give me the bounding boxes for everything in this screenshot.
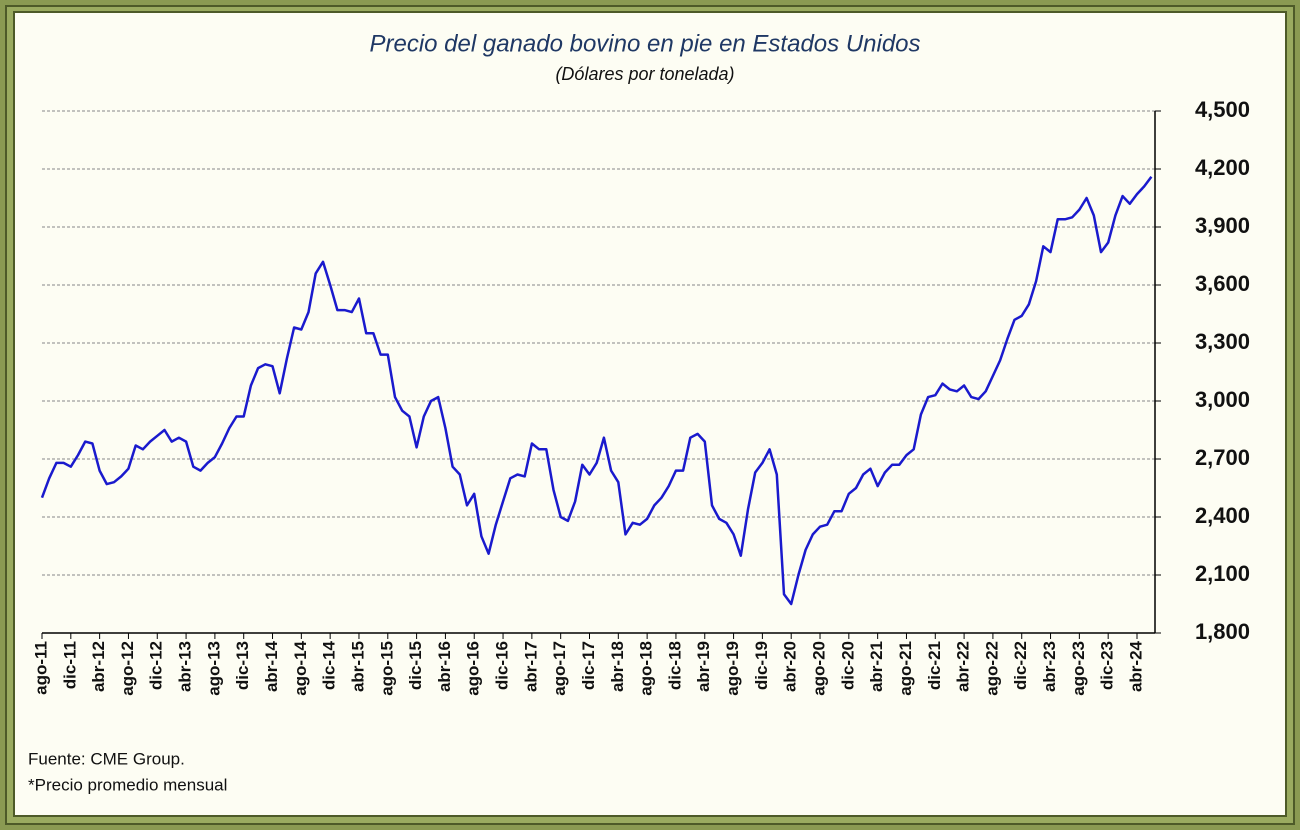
x-tick-label: abr-12 (89, 641, 108, 692)
x-tick-label: abr-14 (262, 640, 281, 692)
x-tick-label: abr-20 (781, 641, 800, 692)
x-tick-label: abr-16 (435, 641, 454, 692)
x-tick-label: ago-14 (291, 640, 310, 695)
x-tick-label: dic-22 (1011, 641, 1030, 690)
source: Fuente: CME Group. (28, 749, 185, 768)
x-tick-label: abr-15 (348, 641, 367, 692)
x-tick-label: abr-21 (867, 641, 886, 692)
x-tick-label: abr-24 (1126, 640, 1145, 692)
background (13, 11, 1287, 817)
note: *Precio promedio mensual (28, 775, 227, 794)
x-tick-label: ago-22 (982, 641, 1001, 696)
x-tick-label: abr-13 (176, 641, 195, 692)
y-tick-label: 3,300 (1195, 329, 1250, 354)
x-tick-label: ago-18 (637, 641, 656, 696)
y-tick-label: 3,900 (1195, 213, 1250, 238)
x-tick-label: abr-19 (694, 641, 713, 692)
y-tick-label: 1,800 (1195, 619, 1250, 644)
x-tick-label: ago-11 (31, 641, 50, 695)
x-tick-label: ago-12 (118, 641, 137, 696)
x-tick-label: abr-18 (608, 641, 627, 692)
x-tick-label: ago-16 (464, 641, 483, 696)
y-tick-label: 2,100 (1195, 561, 1250, 586)
x-tick-label: dic-17 (579, 641, 598, 690)
x-tick-label: dic-13 (233, 641, 252, 690)
x-tick-label: ago-21 (896, 641, 915, 696)
y-tick-label: 3,000 (1195, 387, 1250, 412)
x-tick-label: dic-18 (665, 641, 684, 690)
x-tick-label: ago-13 (204, 641, 223, 696)
y-tick-label: 4,500 (1195, 97, 1250, 122)
x-tick-label: abr-22 (954, 641, 973, 692)
y-tick-label: 3,600 (1195, 271, 1250, 296)
x-tick-label: dic-16 (493, 641, 512, 690)
chart-title: Precio del ganado bovino en pie en Estad… (369, 30, 920, 57)
x-tick-label: abr-23 (1040, 641, 1059, 692)
x-tick-label: dic-14 (320, 640, 339, 690)
x-tick-label: dic-11 (60, 641, 79, 689)
x-tick-label: abr-17 (521, 641, 540, 692)
chart-subtitle: (Dólares por tonelada) (555, 64, 734, 84)
y-tick-label: 2,400 (1195, 503, 1250, 528)
x-tick-label: ago-23 (1069, 641, 1088, 696)
x-tick-label: ago-19 (723, 641, 742, 696)
x-tick-label: ago-17 (550, 641, 569, 696)
y-tick-label: 4,200 (1195, 155, 1250, 180)
x-tick-label: dic-20 (838, 641, 857, 690)
x-tick-label: dic-21 (925, 641, 944, 690)
x-tick-label: ago-15 (377, 641, 396, 696)
x-tick-label: dic-19 (752, 641, 771, 690)
x-tick-label: dic-12 (147, 641, 166, 690)
line-series (40, 175, 1153, 606)
x-tick-label: dic-23 (1098, 641, 1117, 690)
x-tick-label: ago-20 (810, 641, 829, 696)
x-tick-label: dic-15 (406, 641, 425, 690)
y-tick-label: 2,700 (1195, 445, 1250, 470)
